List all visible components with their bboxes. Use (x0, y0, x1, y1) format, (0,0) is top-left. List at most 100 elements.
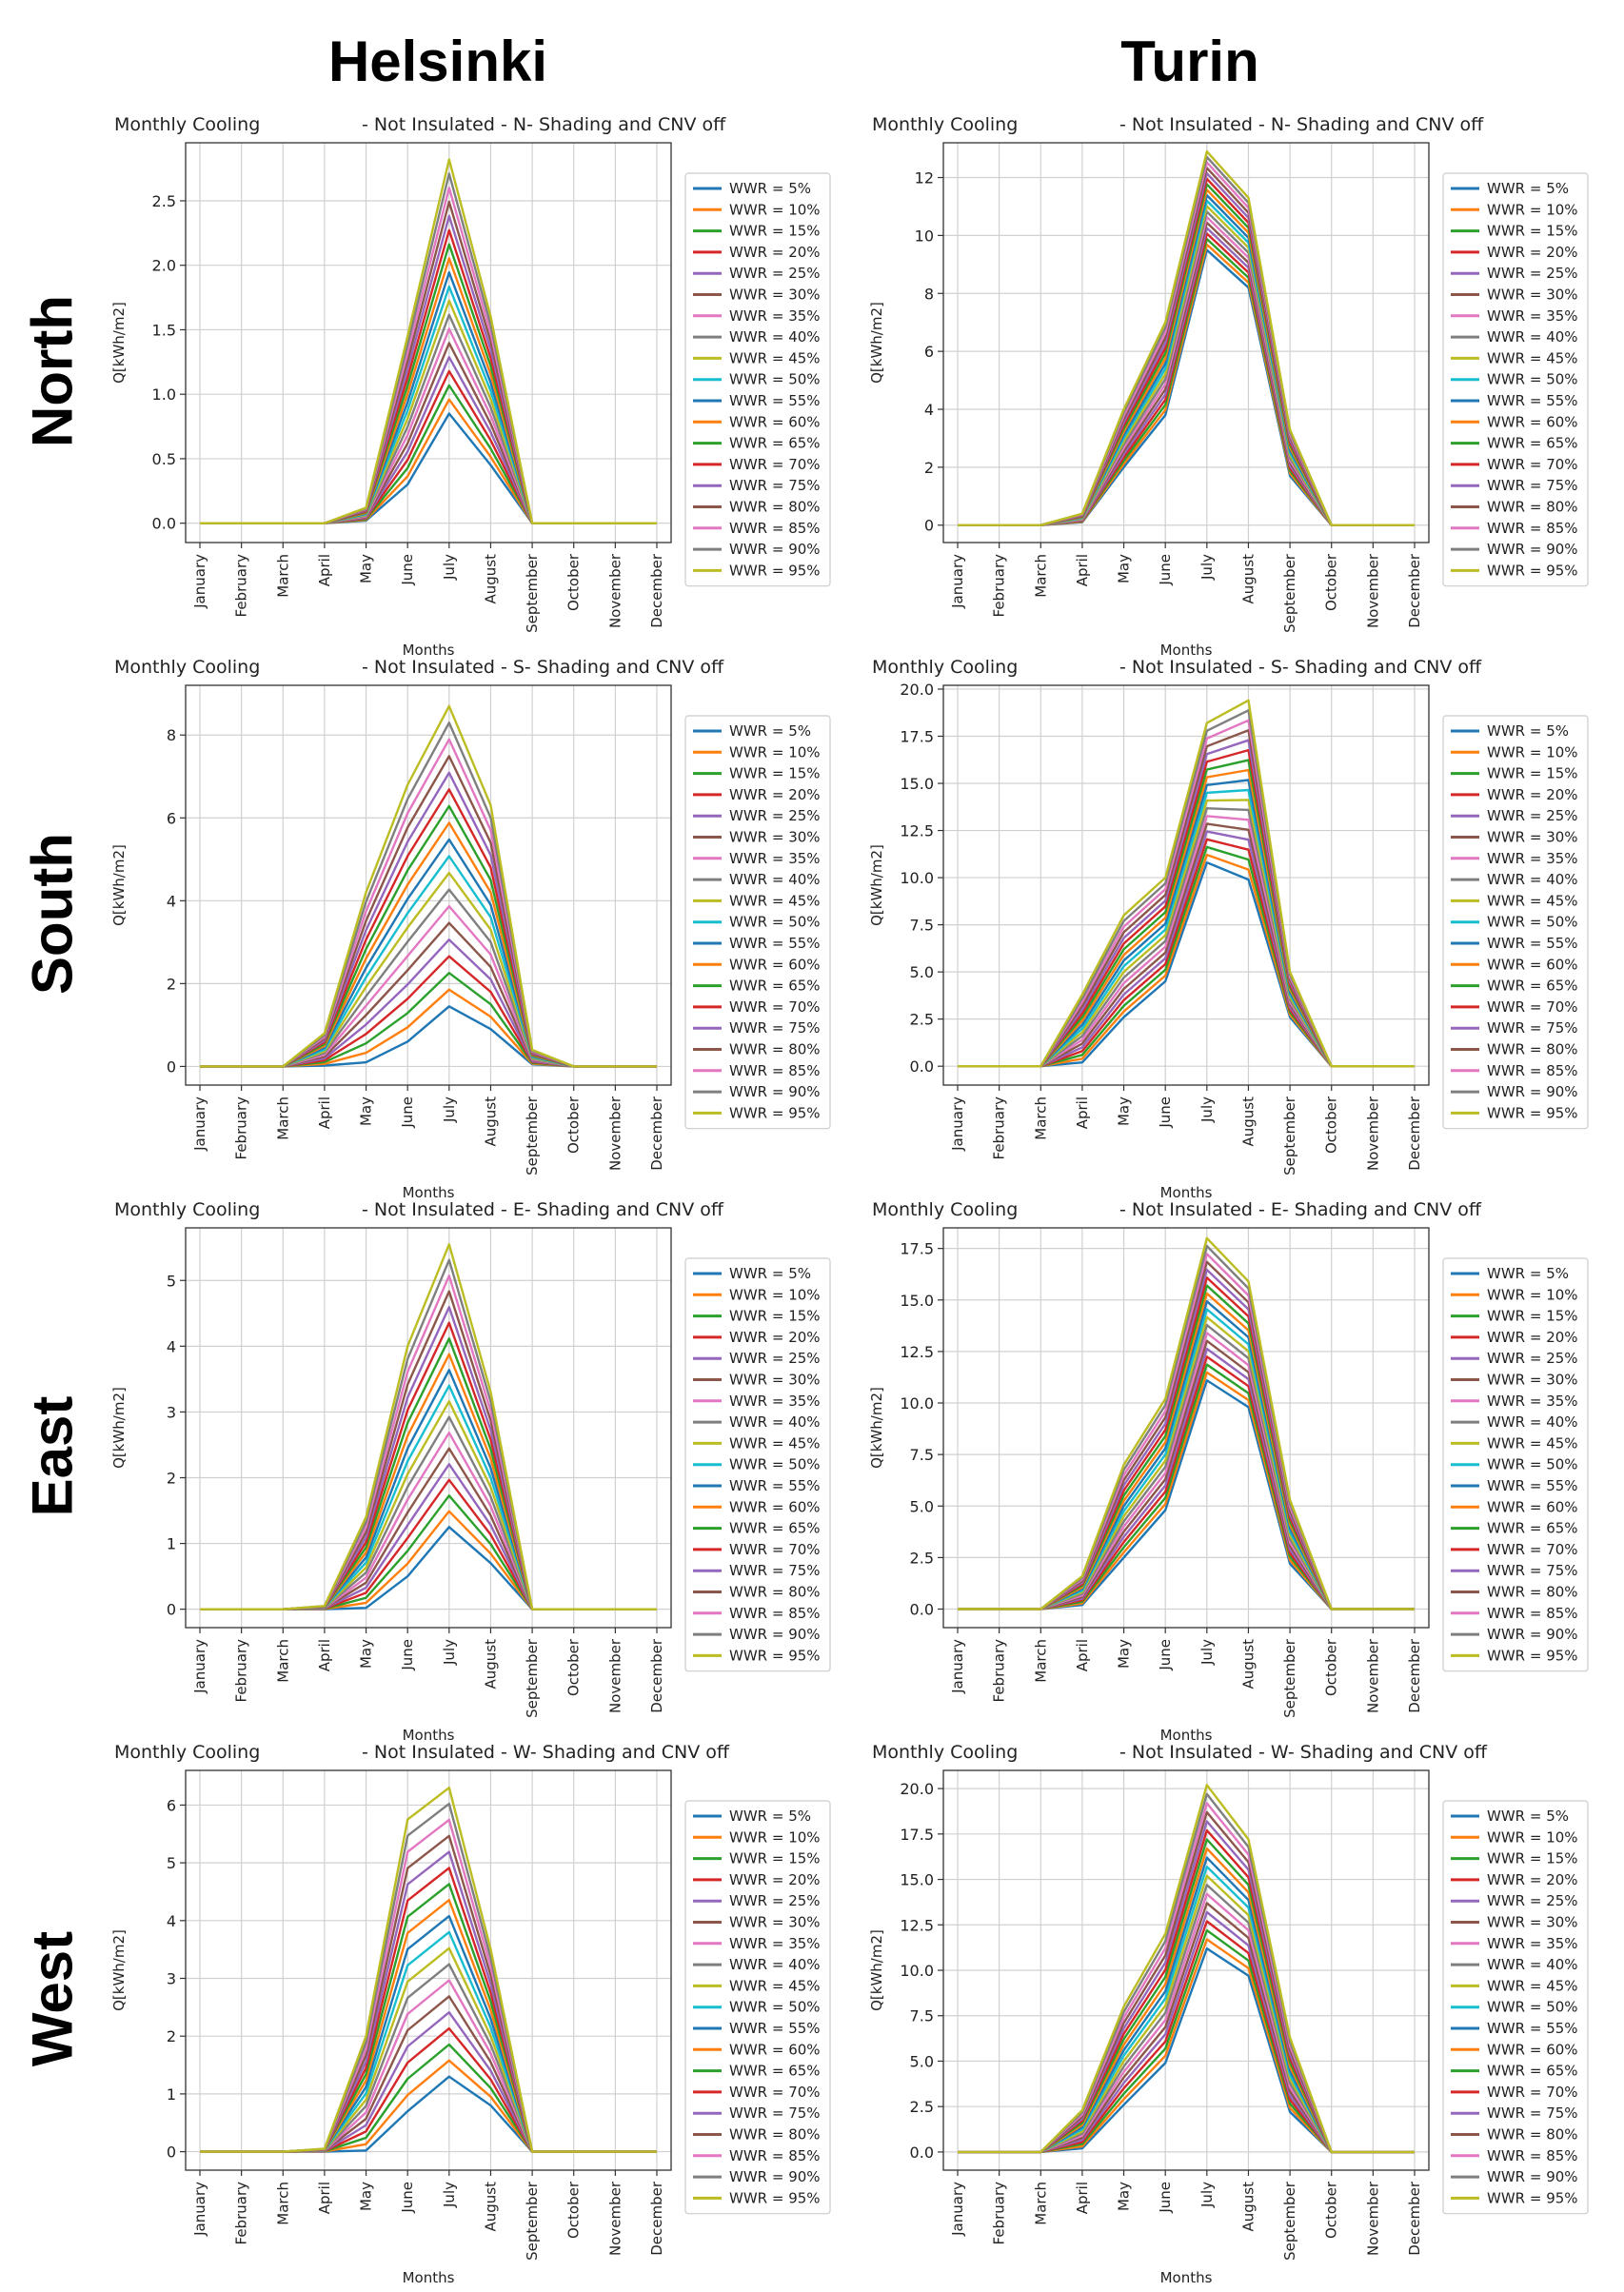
series-line-wwr-10 (200, 1510, 657, 1610)
legend-entry-label: WWR = 55% (1487, 2020, 1578, 2037)
series-line-wwr-55 (200, 270, 657, 524)
x-tick-label: September (1281, 1096, 1298, 1176)
legend-entry-label: WWR = 65% (729, 1520, 821, 1537)
x-axis-label: Months (403, 1727, 455, 1744)
y-tick-label: 0.0 (910, 1057, 934, 1076)
legend-entry-label: WWR = 30% (1487, 286, 1578, 304)
legend-entry-label: WWR = 65% (729, 978, 821, 995)
legend-entry-label: WWR = 45% (1487, 892, 1578, 909)
series-line-wwr-20 (200, 2026, 657, 2153)
x-tick-label: February (991, 2182, 1008, 2245)
legend-entry-label: WWR = 65% (729, 435, 821, 452)
legend-box (1442, 1800, 1589, 2215)
x-tick-label: November (1364, 553, 1381, 628)
y-tick-label: 12 (915, 169, 934, 188)
x-tick-label: December (1406, 553, 1423, 628)
legend-entry-label: WWR = 45% (729, 1977, 821, 1994)
series-line-wwr-75 (200, 1306, 657, 1610)
plot-frame (942, 142, 1430, 543)
legend-entry-label: WWR = 50% (729, 371, 821, 388)
chart-title-right: - Not Insulated - W- Shading and CNV off (362, 1742, 730, 1763)
series-line-wwr-30 (200, 1995, 657, 2153)
series-line-wwr-60 (200, 821, 657, 1068)
legend-entry-label: WWR = 75% (729, 1019, 821, 1037)
y-axis-label: Q[kWh/m2] (110, 1929, 128, 2011)
legend-entry-label: WWR = 35% (729, 1393, 821, 1410)
x-tick-label: February (991, 1639, 1008, 1703)
legend-entry-label: WWR = 45% (1487, 1434, 1578, 1452)
y-tick-label: 2.5 (910, 1549, 934, 1567)
x-tick-label: February (991, 1097, 1008, 1160)
legend-entry-label: WWR = 50% (1487, 371, 1578, 388)
legend-entry-label: WWR = 40% (1487, 328, 1578, 346)
x-tick-label: October (1323, 1638, 1340, 1696)
chart-title-left: Monthly Cooling (114, 1742, 261, 1763)
row-header-north: North (0, 105, 105, 638)
legend-entry-label: WWR = 75% (729, 477, 821, 494)
series-line-wwr-65 (200, 804, 657, 1068)
series-line-wwr-5 (200, 412, 657, 524)
x-tick-label: January (949, 1097, 966, 1152)
x-tick-label: March (1032, 1097, 1049, 1140)
y-tick-label: 0.5 (152, 450, 176, 468)
grid (180, 1770, 671, 2176)
legend: WWR = 5% WWR = 10% WWR = 15% WWR = 20% WWR =… (1442, 172, 1589, 587)
y-tick-label: 2.5 (910, 2098, 934, 2116)
legend-entry-label: WWR = 75% (729, 1562, 821, 1579)
legend-box (1442, 1257, 1589, 1672)
x-tick-label: December (648, 2181, 665, 2256)
legend-entry-label: WWR = 75% (1487, 477, 1578, 494)
x-tick-label: March (274, 1097, 291, 1140)
y-axis-label: Q[kWh/m2] (868, 302, 885, 384)
y-tick-label: 0.0 (910, 2144, 934, 2162)
series-line-wwr-95 (958, 1784, 1415, 2154)
legend-entry-label: WWR = 55% (729, 392, 821, 409)
chart-panel-helsinki-north: Monthly Cooling - Not Insulated - N- Sha… (95, 105, 847, 659)
x-tick-label: July (1198, 1097, 1216, 1123)
x-tick-label: April (316, 1639, 333, 1671)
legend-entry-label: WWR = 55% (1487, 935, 1578, 952)
series-line-wwr-30 (200, 921, 657, 1068)
legend-box (684, 1800, 831, 2215)
legend-entry-label: WWR = 70% (1487, 2084, 1578, 2101)
chart-svg: 0.0 2.5 5.0 7.5 10.0 12.5 15.0 17.5 20.0 January F… (868, 681, 1589, 1201)
legend-entry-label: WWR = 95% (1487, 562, 1578, 579)
chart-panel-helsinki-west: Monthly Cooling - Not Insulated - W- Sha… (95, 1732, 847, 2286)
legend-entry-label: WWR = 75% (1487, 1562, 1578, 1579)
legend: WWR = 5% WWR = 10% WWR = 15% WWR = 20% WWR =… (1442, 1800, 1589, 2215)
x-tick-label: September (1281, 1638, 1298, 1718)
legend-entry-label: WWR = 30% (729, 286, 821, 304)
series-line-wwr-45 (200, 1400, 657, 1610)
x-tick-label: November (606, 2181, 624, 2256)
series-line-wwr-85 (200, 1818, 657, 2153)
column-header-turin: Turin (1120, 30, 1259, 93)
y-tick-label: 4 (167, 1912, 176, 1930)
y-tick-label: 5.0 (910, 963, 934, 981)
x-tick-label: July (441, 1097, 458, 1123)
legend-entry-label: WWR = 70% (1487, 998, 1578, 1016)
legend-entry-label: WWR = 95% (1487, 2189, 1578, 2206)
x-tick-label: February (233, 1097, 250, 1160)
series-line-wwr-80 (958, 167, 1415, 526)
x-tick-label: April (316, 2182, 333, 2214)
series-line-wwr-95 (200, 1787, 657, 2153)
legend-entry-label: WWR = 30% (1487, 1372, 1578, 1389)
legend-entry-label: WWR = 60% (1487, 413, 1578, 430)
x-tick-label: July (441, 2182, 458, 2208)
x-tick-label: April (316, 554, 333, 586)
y-tick-label: 0 (924, 517, 934, 535)
legend-entry-label: WWR = 40% (1487, 871, 1578, 888)
chart-title-right: - Not Insulated - E- Shading and CNV off (1119, 1199, 1482, 1220)
x-tick-label: November (1364, 1096, 1381, 1171)
x-axis-label: Months (1160, 642, 1213, 659)
legend-entry-label: WWR = 95% (729, 1104, 821, 1121)
x-tick-label: January (949, 554, 966, 609)
legend-entry-label: WWR = 50% (729, 914, 821, 931)
legend-entry-label: WWR = 65% (1487, 978, 1578, 995)
chart-title-left: Monthly Cooling (872, 1742, 1019, 1763)
x-tick-label: April (1074, 1639, 1091, 1671)
legend-entry-label: WWR = 85% (729, 2147, 821, 2164)
series-line-wwr-55 (200, 1914, 657, 2153)
series-lines (958, 1784, 1415, 2154)
series-line-wwr-70 (958, 177, 1415, 526)
